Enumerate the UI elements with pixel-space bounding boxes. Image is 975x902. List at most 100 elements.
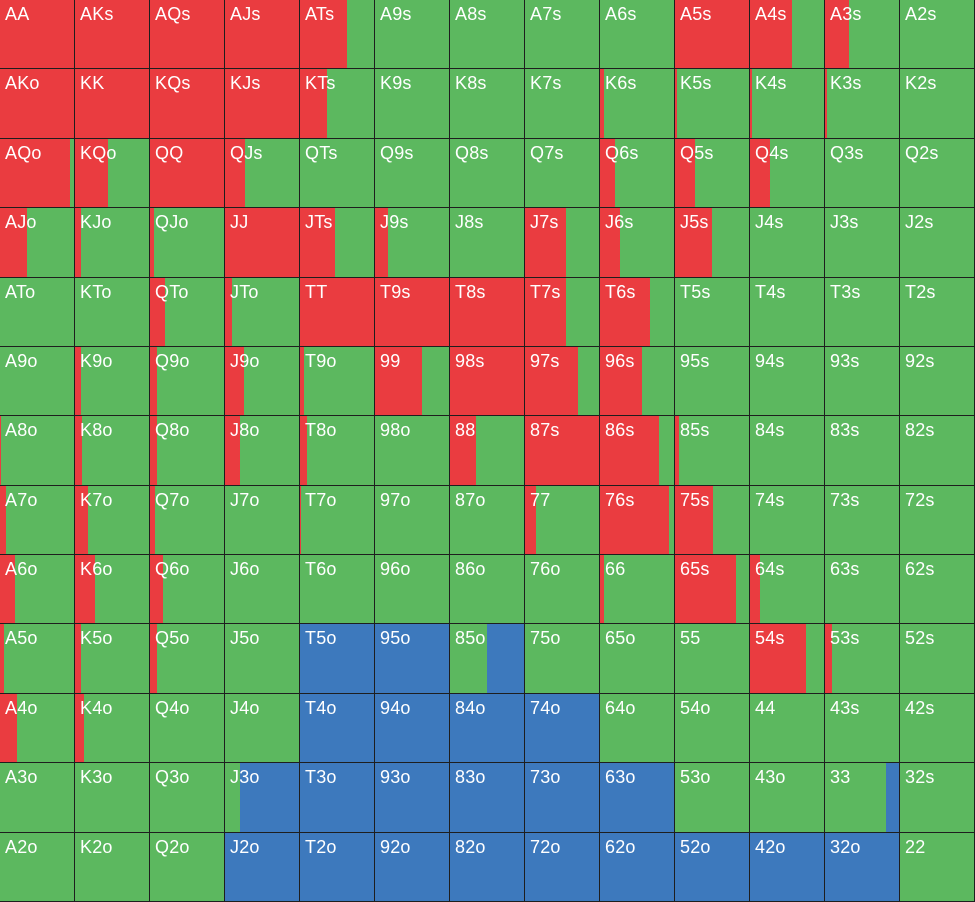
hand-cell[interactable]: T7s <box>525 277 600 347</box>
hand-cell[interactable]: JTo <box>225 277 300 347</box>
hand-cell[interactable]: A9s <box>375 0 450 70</box>
hand-cell[interactable]: A4s <box>750 0 825 70</box>
hand-cell[interactable]: AQo <box>0 138 75 209</box>
hand-cell[interactable]: ATs <box>300 0 375 70</box>
hand-cell[interactable]: T4o <box>300 693 375 764</box>
hand-cell[interactable]: 85o <box>450 624 525 694</box>
hand-cell[interactable]: Q8s <box>450 138 525 209</box>
hand-cell[interactable]: T4s <box>750 277 825 347</box>
hand-cell[interactable]: 82o <box>450 832 525 902</box>
hand-cell[interactable]: JTs <box>300 208 375 278</box>
hand-cell[interactable]: Q6o <box>150 555 225 625</box>
hand-cell[interactable]: J5s <box>675 208 750 278</box>
hand-cell[interactable]: 63o <box>600 763 675 833</box>
hand-cell[interactable]: AJo <box>0 208 75 278</box>
hand-cell[interactable]: 72o <box>525 832 600 902</box>
hand-cell[interactable]: A6o <box>0 555 75 625</box>
hand-cell[interactable]: 92o <box>375 832 450 902</box>
hand-cell[interactable]: A7s <box>525 0 600 70</box>
hand-cell[interactable]: 53s <box>825 624 900 694</box>
hand-cell[interactable]: J6s <box>600 208 675 278</box>
hand-cell[interactable]: 73o <box>525 763 600 833</box>
hand-cell[interactable]: Q9o <box>150 346 225 417</box>
hand-cell[interactable]: J8s <box>450 208 525 278</box>
hand-cell[interactable]: T5o <box>300 624 375 694</box>
hand-cell[interactable]: J9s <box>375 208 450 278</box>
hand-cell[interactable]: Q6s <box>600 138 675 209</box>
hand-cell[interactable]: A9o <box>0 346 75 417</box>
hand-cell[interactable]: K7o <box>75 485 150 555</box>
hand-cell[interactable]: T6s <box>600 277 675 347</box>
hand-cell[interactable]: JJ <box>225 208 300 278</box>
hand-cell[interactable]: T2s <box>900 277 975 347</box>
hand-cell[interactable]: QJs <box>225 138 300 209</box>
hand-cell[interactable]: A2o <box>0 832 75 902</box>
hand-cell[interactable]: 64s <box>750 555 825 625</box>
hand-cell[interactable]: 73s <box>825 485 900 555</box>
hand-cell[interactable]: KTo <box>75 277 150 347</box>
hand-cell[interactable]: Q3s <box>825 138 900 209</box>
hand-cell[interactable]: Q4o <box>150 693 225 764</box>
hand-cell[interactable]: K2o <box>75 832 150 902</box>
hand-cell[interactable]: 86s <box>600 416 675 486</box>
hand-cell[interactable]: J3s <box>825 208 900 278</box>
hand-cell[interactable]: K9o <box>75 346 150 417</box>
hand-cell[interactable]: J7s <box>525 208 600 278</box>
hand-cell[interactable]: 98s <box>450 346 525 417</box>
hand-cell[interactable]: 75o <box>525 624 600 694</box>
hand-cell[interactable]: 82s <box>900 416 975 486</box>
hand-cell[interactable]: 94s <box>750 346 825 417</box>
hand-cell[interactable]: 22 <box>900 832 975 902</box>
hand-cell[interactable]: 93s <box>825 346 900 417</box>
hand-cell[interactable]: 44 <box>750 693 825 764</box>
hand-cell[interactable]: 92s <box>900 346 975 417</box>
hand-cell[interactable]: 62o <box>600 832 675 902</box>
hand-cell[interactable]: 66 <box>600 555 675 625</box>
hand-cell[interactable]: Q2o <box>150 832 225 902</box>
hand-cell[interactable]: T8s <box>450 277 525 347</box>
hand-cell[interactable]: J4o <box>225 693 300 764</box>
hand-cell[interactable]: K8o <box>75 416 150 486</box>
hand-cell[interactable]: 95o <box>375 624 450 694</box>
hand-cell[interactable]: 98o <box>375 416 450 486</box>
hand-cell[interactable]: 94o <box>375 693 450 764</box>
hand-cell[interactable]: 72s <box>900 485 975 555</box>
hand-cell[interactable]: K5s <box>675 69 750 139</box>
hand-cell[interactable]: 64o <box>600 693 675 764</box>
hand-cell[interactable]: K2s <box>900 69 975 139</box>
hand-cell[interactable]: QTs <box>300 138 375 209</box>
hand-cell[interactable]: A8s <box>450 0 525 70</box>
hand-cell[interactable]: T7o <box>300 485 375 555</box>
hand-cell[interactable]: 93o <box>375 763 450 833</box>
hand-cell[interactable]: J9o <box>225 346 300 417</box>
hand-cell[interactable]: 42o <box>750 832 825 902</box>
hand-cell[interactable]: QQ <box>150 138 225 209</box>
hand-cell[interactable]: 86o <box>450 555 525 625</box>
hand-cell[interactable]: J7o <box>225 485 300 555</box>
hand-cell[interactable]: J2o <box>225 832 300 902</box>
hand-cell[interactable]: 84s <box>750 416 825 486</box>
hand-cell[interactable]: A5s <box>675 0 750 70</box>
hand-cell[interactable]: K4s <box>750 69 825 139</box>
hand-cell[interactable]: 99 <box>375 346 450 417</box>
hand-cell[interactable]: J3o <box>225 763 300 833</box>
hand-cell[interactable]: J4s <box>750 208 825 278</box>
hand-cell[interactable]: T3s <box>825 277 900 347</box>
hand-cell[interactable]: A3s <box>825 0 900 70</box>
hand-cell[interactable]: K5o <box>75 624 150 694</box>
hand-cell[interactable]: J6o <box>225 555 300 625</box>
hand-cell[interactable]: Q2s <box>900 138 975 209</box>
hand-cell[interactable]: T8o <box>300 416 375 486</box>
hand-cell[interactable]: KQo <box>75 138 150 209</box>
hand-cell[interactable]: KTs <box>300 69 375 139</box>
hand-cell[interactable]: 52s <box>900 624 975 694</box>
hand-cell[interactable]: 84o <box>450 693 525 764</box>
hand-cell[interactable]: A6s <box>600 0 675 70</box>
hand-cell[interactable]: 97s <box>525 346 600 417</box>
hand-cell[interactable]: 85s <box>675 416 750 486</box>
hand-cell[interactable]: 55 <box>675 624 750 694</box>
hand-cell[interactable]: 54o <box>675 693 750 764</box>
hand-cell[interactable]: T3o <box>300 763 375 833</box>
hand-cell[interactable]: Q7o <box>150 485 225 555</box>
hand-cell[interactable]: 52o <box>675 832 750 902</box>
